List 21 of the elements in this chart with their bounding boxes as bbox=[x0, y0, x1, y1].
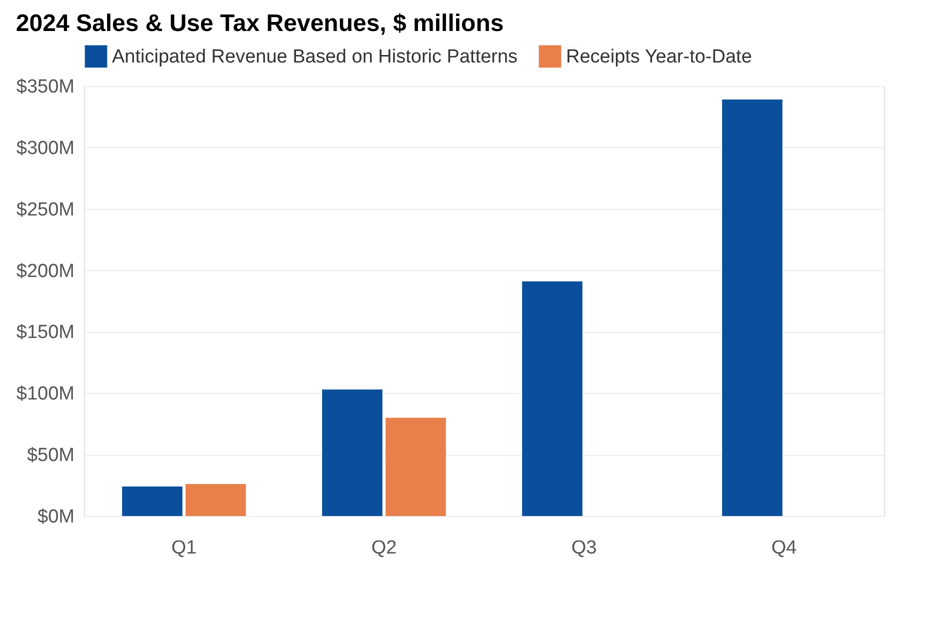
y-tick-label: $200M bbox=[16, 260, 74, 282]
y-tick-label: $100M bbox=[16, 384, 74, 405]
chart-title: 2024 Sales & Use Tax Revenues, $ millions bbox=[16, 10, 504, 37]
bar bbox=[722, 100, 782, 516]
bar bbox=[522, 281, 582, 516]
legend-label: Anticipated Revenue Based on Historic Patterns bbox=[112, 46, 518, 68]
y-tick-label: $150M bbox=[16, 322, 74, 344]
y-tick-label: $50M bbox=[26, 445, 74, 466]
y-tick-label: $0M bbox=[38, 506, 74, 528]
legend-label: Receipts Year-to-Date bbox=[566, 46, 752, 68]
bar bbox=[322, 389, 382, 516]
bar bbox=[186, 484, 246, 516]
x-tick-label: Q2 bbox=[371, 538, 397, 558]
bar bbox=[386, 418, 446, 516]
x-tick-label: Q3 bbox=[571, 538, 597, 558]
x-tick-label: Q1 bbox=[171, 538, 197, 558]
x-tick-label: Q4 bbox=[771, 538, 798, 558]
bar bbox=[122, 486, 182, 516]
y-tick-label: $300M bbox=[16, 138, 74, 159]
y-tick-label: $250M bbox=[16, 199, 74, 220]
y-tick-label: $350M bbox=[16, 76, 74, 98]
